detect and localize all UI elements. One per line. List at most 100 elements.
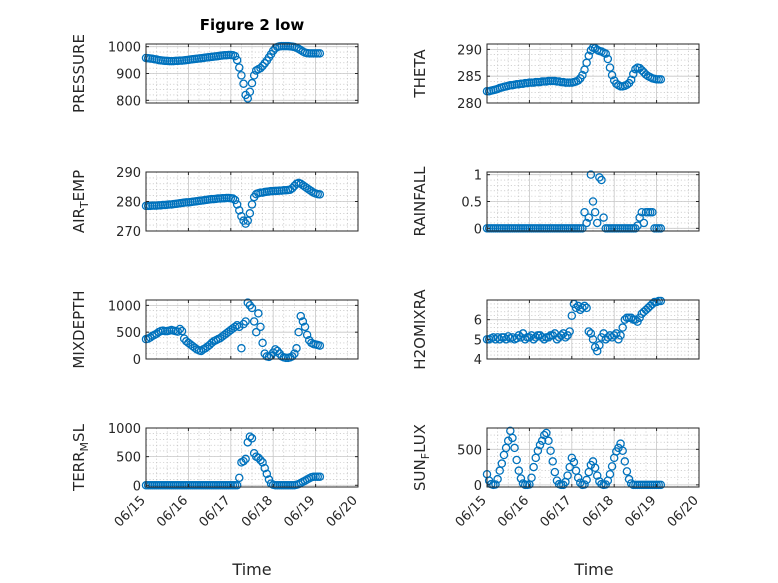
data-point — [624, 474, 634, 484]
data-point — [544, 333, 553, 342]
y-tick-label: 500 — [116, 326, 141, 341]
figure-title: Figure 2 low — [200, 16, 305, 34]
data-point — [648, 207, 657, 217]
data-point — [586, 170, 596, 179]
data-point — [298, 317, 308, 326]
data-point — [605, 469, 615, 479]
data-point — [641, 70, 651, 79]
data-point — [256, 322, 265, 332]
data-point — [601, 49, 610, 58]
data-point — [565, 327, 574, 336]
y-tick-label: 280 — [116, 196, 141, 211]
data-point — [595, 173, 604, 182]
plot-area — [146, 428, 358, 487]
data-point — [573, 473, 583, 483]
data-point — [529, 462, 538, 472]
data-point — [582, 475, 591, 485]
data-point — [631, 224, 640, 233]
x-tick-label: 06/17 — [197, 493, 234, 530]
axes-box — [486, 43, 700, 104]
data-point — [239, 319, 248, 329]
axes-box — [145, 427, 359, 488]
data-point — [548, 457, 557, 466]
data-point — [597, 175, 606, 185]
x-tick-label: 06/19 — [281, 493, 318, 530]
x-axis-label-left: Time — [231, 560, 271, 579]
data-point — [300, 322, 310, 332]
axes-box — [145, 299, 359, 360]
data-point — [590, 207, 600, 217]
data-point — [656, 296, 666, 306]
data-point — [586, 46, 596, 55]
data-point — [514, 331, 524, 340]
data-point — [315, 341, 325, 350]
axes-box — [486, 299, 700, 360]
y-axis-label: RAINFALL — [411, 166, 429, 237]
data-point — [580, 301, 589, 311]
data-point — [230, 195, 240, 205]
data-point — [175, 324, 185, 334]
data-point — [571, 303, 581, 313]
data-point — [520, 335, 530, 344]
data-point — [588, 197, 598, 206]
data-point — [582, 303, 591, 313]
data-point — [510, 443, 519, 453]
x-tick-label: 06/15 — [453, 493, 490, 530]
data-point — [656, 224, 666, 233]
x-tick-label: 06/18 — [580, 493, 617, 530]
y-tick-label: 1000 — [108, 41, 141, 56]
data-point — [247, 303, 257, 313]
data-point — [567, 453, 577, 463]
data-point — [245, 87, 255, 96]
subplot-rainfall: 0 0.5 1 RAINFALL — [411, 166, 700, 237]
data-point — [537, 436, 547, 446]
y-tick-label: 1000 — [108, 299, 141, 314]
subplot-pressure: 800 900 1000 PRESSURE — [70, 34, 359, 113]
data-point — [247, 434, 257, 443]
data-point — [592, 218, 602, 228]
data-point — [491, 480, 500, 489]
y-axis-label: SUNFLUX — [411, 424, 432, 491]
y-axis-label: H2OMIXRA — [411, 289, 429, 370]
data-point — [315, 472, 325, 481]
data-point — [232, 320, 242, 330]
subplot-sun-flux: 0 500 SUNFLUX 06/15 06/16 06/17 06/18 06/19 06/2… — [411, 424, 702, 530]
data-point — [235, 63, 244, 72]
data-point — [145, 333, 155, 342]
data-point — [288, 352, 297, 361]
data-point — [245, 209, 255, 218]
data-point — [258, 61, 267, 71]
data-point — [254, 453, 263, 463]
data-point — [592, 471, 602, 480]
data-point — [514, 466, 524, 475]
data-point — [315, 190, 325, 199]
y-tick-label: 500 — [116, 451, 141, 466]
data-point — [239, 456, 248, 466]
data-point — [584, 327, 594, 336]
data-point — [578, 224, 587, 233]
data-point — [497, 459, 507, 468]
data-point — [235, 473, 244, 483]
data-point — [264, 475, 274, 484]
y-tick-label: 0 — [133, 353, 141, 368]
data-point — [294, 44, 303, 54]
data-point — [584, 51, 594, 61]
data-point — [561, 333, 570, 342]
data-point — [237, 211, 246, 221]
x-tick-label: 06/19 — [622, 493, 659, 530]
y-tick-label: 5 — [474, 333, 482, 348]
data-point — [235, 322, 244, 332]
data-point — [616, 331, 625, 340]
data-point — [241, 317, 250, 326]
data-point — [539, 430, 549, 440]
data-point — [622, 80, 632, 90]
subplot-terr-msl: 0 500 1000 TERRMSL 06/15 06/16 06/17 06/18 06/19… — [70, 422, 361, 530]
data-point — [256, 63, 265, 73]
y-tick-label: 285 — [457, 70, 482, 85]
x-tick-label: 06/16 — [495, 493, 532, 530]
data-point — [241, 454, 250, 464]
y-tick-label: 0 — [474, 479, 482, 494]
data-point — [605, 63, 615, 72]
